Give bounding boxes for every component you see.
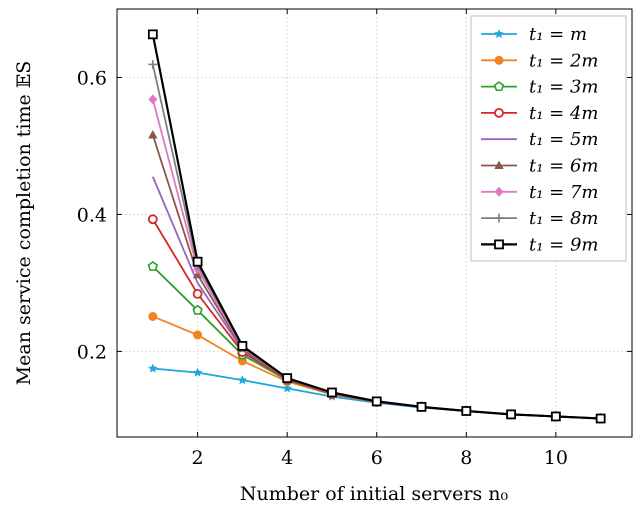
legend-label: t₁ = 6m — [529, 156, 599, 177]
y-tick-label: 0.2 — [77, 341, 107, 363]
y-axis-label: Mean service completion time 𝔼S — [13, 61, 35, 386]
data-point — [148, 130, 158, 139]
legend-marker — [494, 186, 504, 197]
legend-label: t₁ = 9m — [529, 234, 599, 255]
x-tick-label: 8 — [460, 447, 472, 469]
data-point — [282, 383, 293, 393]
plot-frame — [116, 8, 633, 438]
data-point — [148, 311, 158, 321]
legend-label: t₁ = m — [529, 24, 587, 45]
x-axis-label: Number of initial servers n₀ — [240, 483, 509, 505]
data-point — [147, 260, 159, 271]
data-point — [147, 214, 158, 225]
legend-label: t₁ = 4m — [529, 103, 599, 124]
data-point — [147, 29, 158, 40]
data-point — [237, 341, 248, 351]
legend-marker — [494, 160, 504, 169]
data-point — [192, 367, 203, 377]
data-point — [148, 59, 158, 69]
legend-item: t₁ = 9m — [481, 234, 599, 255]
legend-label: t₁ = 8m — [529, 208, 599, 229]
legend-marker — [493, 81, 505, 92]
legend-item: t₁ = 8m — [481, 208, 599, 229]
legend-label: t₁ = 2m — [529, 50, 599, 71]
series — [147, 29, 606, 424]
x-tick-label: 4 — [281, 447, 293, 469]
legend-marker — [494, 28, 504, 39]
legend-marker — [494, 108, 504, 118]
x-tick-label: 10 — [544, 447, 568, 469]
legend-label: t₁ = 7m — [529, 182, 599, 203]
data-point — [147, 363, 158, 373]
x-tick-label: 6 — [371, 447, 383, 469]
data-point — [595, 413, 606, 424]
data-point — [416, 401, 427, 412]
legend-marker — [494, 213, 504, 223]
x-tick-label: 2 — [192, 447, 204, 469]
data-point — [461, 406, 472, 416]
legend-item: t₁ = 2m — [481, 50, 599, 71]
data-point — [550, 411, 561, 422]
series-9 — [147, 29, 606, 424]
legend-item: t₁ = 3m — [481, 77, 599, 98]
data-point — [193, 330, 203, 340]
data-point — [192, 304, 203, 315]
legend-label: t₁ = 5m — [529, 129, 599, 150]
data-point — [237, 374, 248, 385]
legend-marker — [494, 55, 504, 65]
ticks: 2 4 6 8 10 0.2 0.4 0.6 — [77, 9, 632, 469]
legend-marker — [494, 239, 504, 250]
data-point — [148, 94, 158, 105]
legend: t₁ = m t₁ = 2m t₁ = 3m t₁ = 4m t₁ = 5m t₁ = 6… — [470, 15, 627, 262]
legend-item: t₁ = 4m — [481, 103, 599, 124]
legend-label: t₁ = 3m — [529, 77, 599, 98]
data-point — [506, 409, 516, 420]
y-tick-label: 0.6 — [77, 67, 107, 89]
data-point — [282, 373, 293, 384]
data-point — [371, 396, 382, 407]
legend-item: t₁ = m — [481, 24, 587, 45]
legend-item: t₁ = 7m — [481, 182, 599, 203]
data-point — [327, 387, 337, 398]
legend-item: t₁ = 6m — [481, 156, 599, 177]
data-point — [192, 288, 203, 299]
data-point — [192, 256, 203, 267]
y-tick-label: 0.4 — [77, 204, 107, 226]
legend-item: t₁ = 5m — [481, 129, 599, 150]
